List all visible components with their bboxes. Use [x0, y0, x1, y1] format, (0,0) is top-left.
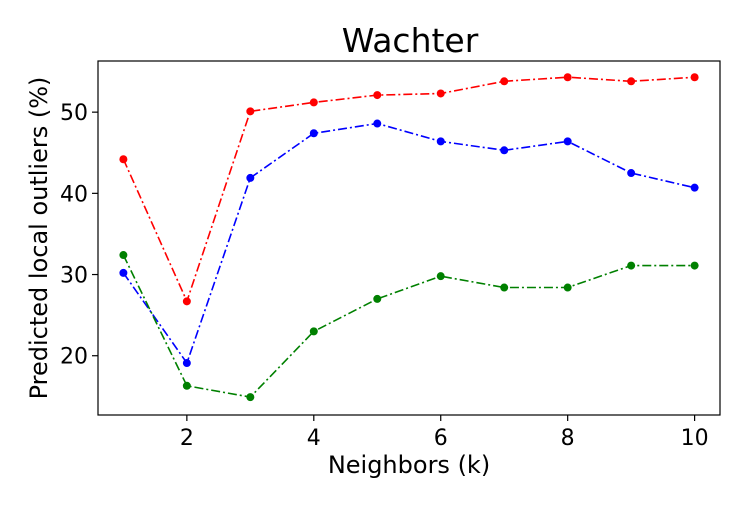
plot-frame: [97, 60, 721, 416]
data-point: [436, 137, 445, 146]
x-tick-label: 4: [307, 426, 321, 451]
y-axis: 20 30 40 50: [60, 101, 98, 370]
series-2: [119, 251, 699, 402]
data-point: [563, 283, 572, 292]
data-point: [182, 381, 191, 390]
data-point: [563, 137, 572, 146]
y-tick-label: 40: [60, 182, 88, 207]
series-1: [119, 119, 699, 368]
data-point: [119, 155, 128, 164]
data-point: [182, 359, 191, 368]
data-point: [309, 129, 318, 138]
x-tick-label: 10: [681, 426, 709, 451]
x-axis: 2 4 6 8 10: [180, 415, 709, 451]
data-point: [627, 261, 636, 270]
data-point: [309, 98, 318, 107]
y-axis-label: Predicted local outliers (%): [25, 77, 53, 400]
x-tick-label: 6: [434, 426, 448, 451]
data-point: [436, 272, 445, 281]
series-1-line: [122, 122, 695, 365]
series-2-line: [122, 254, 695, 398]
data-point: [246, 173, 255, 182]
data-point: [627, 169, 636, 178]
y-tick-label: 50: [60, 101, 88, 126]
data-point: [690, 261, 699, 270]
data-point: [563, 73, 572, 82]
series-0: [119, 73, 699, 306]
data-point: [690, 183, 699, 192]
data-point: [182, 297, 191, 306]
data-point: [246, 393, 255, 402]
y-tick-label: 30: [60, 264, 88, 289]
series-0-line: [122, 76, 695, 304]
data-point: [119, 251, 128, 260]
data-point: [500, 146, 509, 155]
data-point: [246, 107, 255, 116]
chart-title: Wachter: [342, 21, 479, 60]
data-point: [690, 73, 699, 82]
data-point: [436, 89, 445, 98]
data-point: [119, 268, 128, 277]
x-tick-label: 2: [180, 426, 194, 451]
data-point: [309, 327, 318, 336]
data-point: [500, 283, 509, 292]
series-layer: [119, 73, 699, 402]
data-point: [627, 77, 636, 86]
x-axis-label: Neighbors (k): [328, 451, 490, 479]
data-point: [373, 294, 382, 303]
x-tick-label: 8: [561, 426, 575, 451]
data-point: [373, 119, 382, 128]
data-point: [500, 77, 509, 86]
y-tick-label: 20: [60, 345, 88, 370]
data-point: [373, 91, 382, 100]
